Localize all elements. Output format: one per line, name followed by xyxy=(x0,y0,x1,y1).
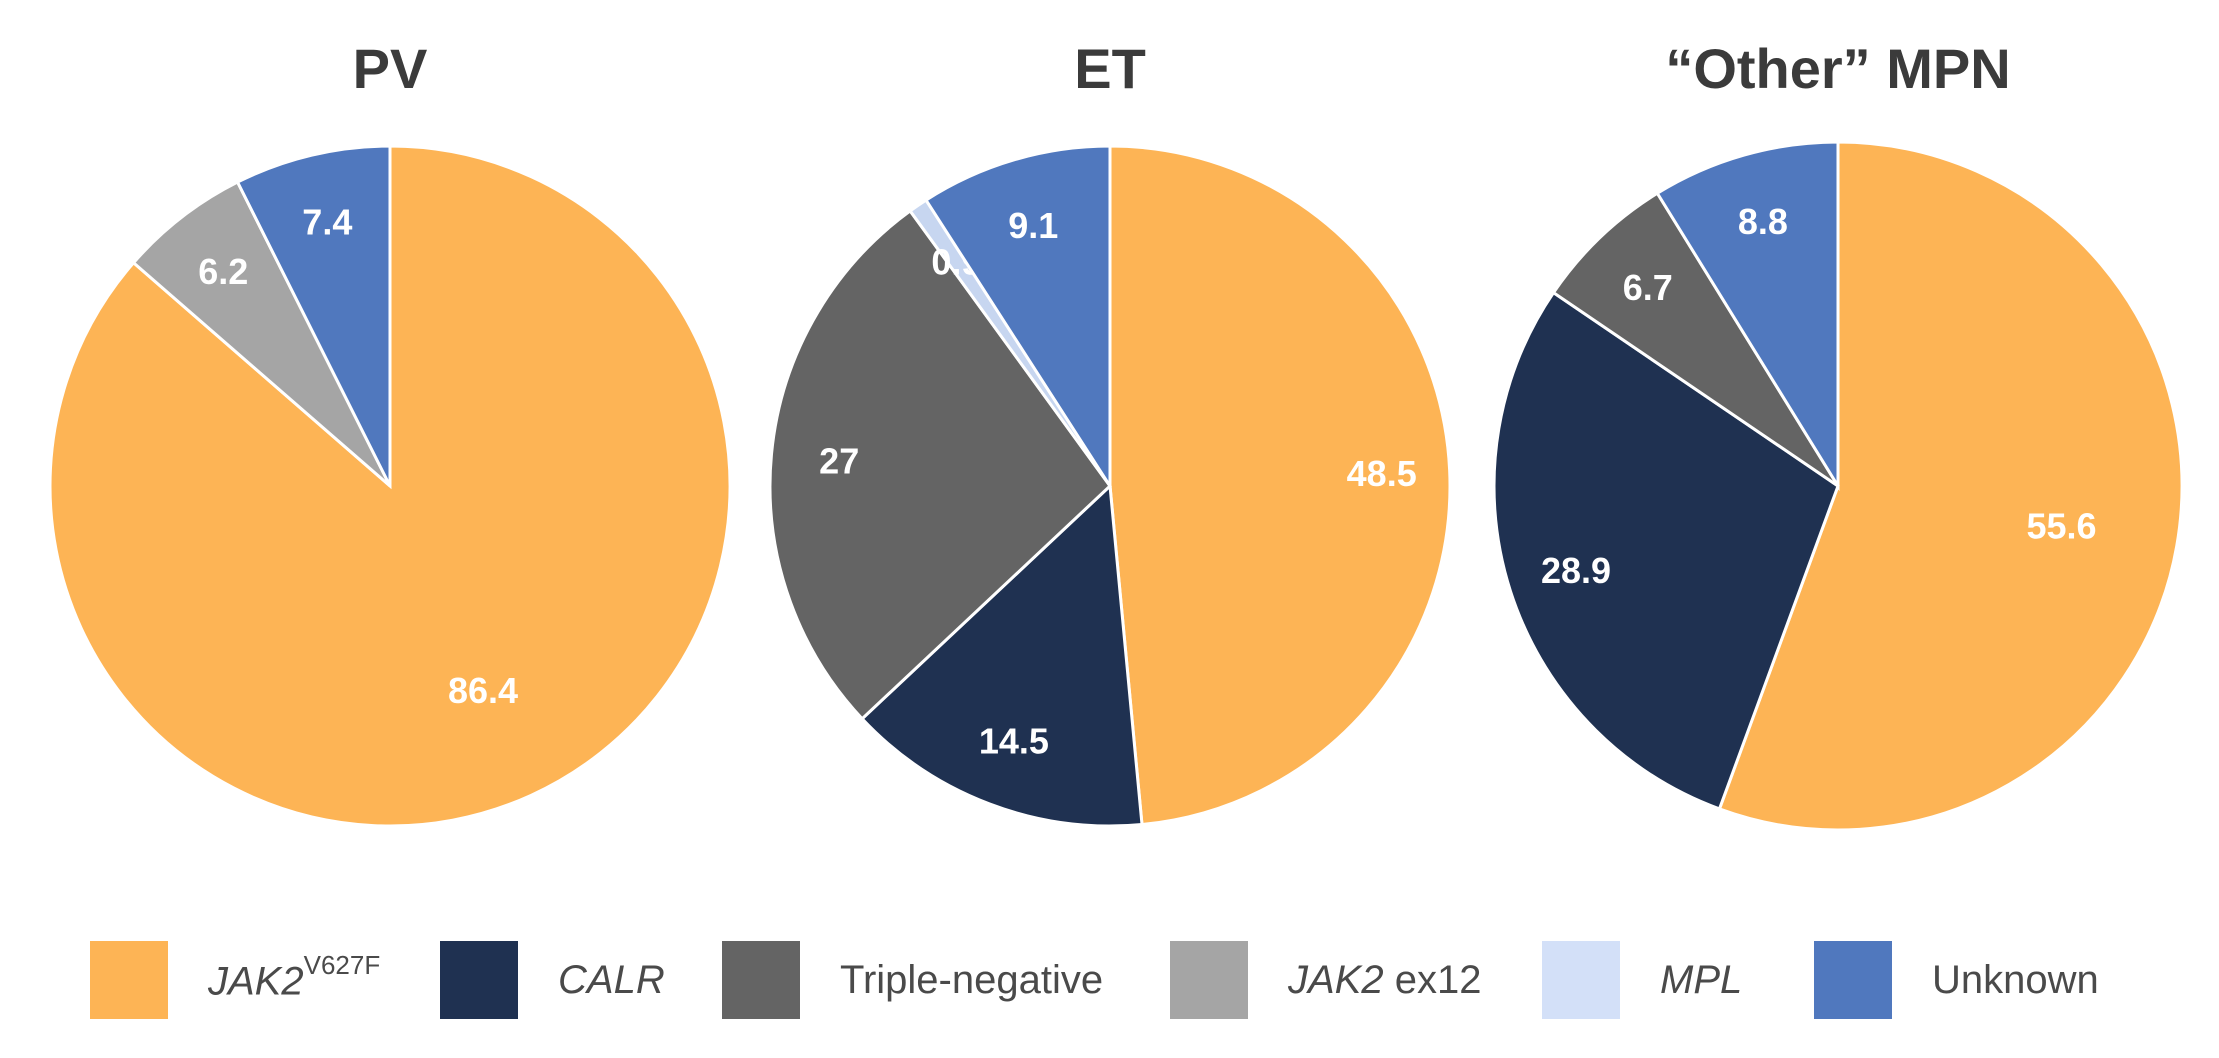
legend-item: MPL xyxy=(1542,940,1742,1020)
slice-label: 7.4 xyxy=(302,201,352,242)
pie-slice-calr xyxy=(1492,290,1840,811)
legend-swatch xyxy=(90,941,168,1019)
legend-item: JAK2V627F xyxy=(90,940,380,1020)
pie-slice-jak2-v627f xyxy=(1717,140,2184,832)
slice-label: 48.5 xyxy=(1347,453,1417,494)
legend-gene: CALR xyxy=(558,957,665,1002)
legend-label: JAK2 ex12 xyxy=(1288,958,1481,1003)
legend-gene: MPL xyxy=(1660,957,1743,1002)
legend-swatch xyxy=(722,941,800,1019)
legend-label: CALR xyxy=(558,958,665,1003)
pie-slice-calr xyxy=(860,482,1144,828)
legend-item: Triple-negative xyxy=(722,940,1103,1020)
legend-swatch xyxy=(440,941,518,1019)
legend-swatch xyxy=(1542,941,1620,1019)
chart-title: ET xyxy=(1074,37,1146,100)
pie-slice-jak2-v627f xyxy=(1108,144,1452,827)
legend-label: Triple-negative xyxy=(840,958,1103,1003)
chart-title: PV xyxy=(353,37,428,100)
legend-gene: JAK2 xyxy=(208,959,304,1004)
slice-label: 28.9 xyxy=(1541,550,1611,591)
legend-label: MPL xyxy=(1660,958,1742,1003)
legend-superscript: V627F xyxy=(303,949,381,980)
pie-slice-unknown xyxy=(923,144,1112,492)
chart-title: “Other” MPN xyxy=(1665,37,2010,100)
pie-slice-jak2-ex12 xyxy=(131,180,392,488)
legend-swatch xyxy=(1814,941,1892,1019)
pie-slice-triple-negative xyxy=(768,208,1112,721)
legend-suffix: Unknown xyxy=(1932,957,2099,1002)
slice-label: 9.1 xyxy=(1008,205,1058,246)
slice-label: 14.5 xyxy=(979,720,1049,761)
legend-suffix: Triple-negative xyxy=(840,957,1104,1002)
legend-label: JAK2V627F xyxy=(208,950,380,1004)
legend-item: JAK2 ex12 xyxy=(1170,940,1481,1020)
legend-item: Unknown xyxy=(1814,940,2099,1020)
pie-chart-1: PV 86.4 6.2 7.4 xyxy=(48,37,732,828)
slice-label: 27 xyxy=(819,440,859,481)
pie-slice-triple-negative xyxy=(1551,191,1840,488)
legend-gene: JAK2 xyxy=(1288,957,1384,1002)
slice-label: 86.4 xyxy=(448,670,518,711)
slice-label: 8.8 xyxy=(1738,201,1788,242)
pie-slice-unknown xyxy=(235,144,392,487)
legend-swatch xyxy=(1170,941,1248,1019)
legend-item: CALR xyxy=(440,940,665,1020)
legend-suffix: ex12 xyxy=(1383,957,1482,1002)
slice-label: 55.6 xyxy=(2026,506,2096,547)
slice-label: 6.7 xyxy=(1623,267,1673,308)
legend-label: Unknown xyxy=(1932,958,2099,1003)
slice-label: 6.2 xyxy=(198,251,248,292)
legend: JAK2V627F CALR Triple-negative JAK2 ex12 MPL… xyxy=(0,940,2219,1020)
pie-chart-3: “Other” MPN 55.6 28.9 6.7 8.8 xyxy=(1492,37,2184,832)
pie-slice-unknown xyxy=(1655,140,1840,492)
